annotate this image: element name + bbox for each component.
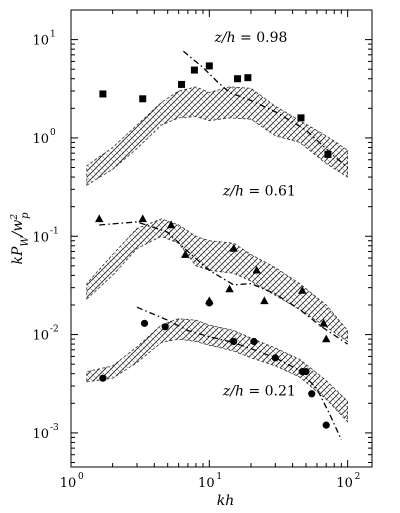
square-point-1 bbox=[99, 90, 107, 98]
band-1 bbox=[86, 86, 349, 187]
square-point-9 bbox=[324, 150, 332, 158]
y-tick-label-2: 10 bbox=[32, 230, 49, 245]
y-tick-exponent-1: 0 bbox=[50, 128, 56, 138]
x-axis: 10 0 10 1 10 2 bbox=[60, 10, 361, 491]
x-tick-exponent-2: 2 bbox=[355, 472, 361, 482]
square-point-4 bbox=[190, 66, 198, 74]
fit-line-1 bbox=[182, 50, 349, 168]
y-tick-exponent-3: -2 bbox=[50, 325, 59, 335]
circle-point-9 bbox=[302, 368, 310, 376]
square-point-8 bbox=[297, 114, 305, 122]
triangle-point-11 bbox=[319, 318, 328, 327]
triangle-point-9 bbox=[260, 296, 269, 305]
y-tick-label-3: 10 bbox=[32, 329, 49, 344]
band-3 bbox=[86, 318, 349, 423]
circle-point-1 bbox=[99, 374, 107, 382]
x-tick-exponent-1: 1 bbox=[216, 472, 222, 482]
circle-point-10 bbox=[308, 390, 316, 398]
triangle-point-3 bbox=[166, 220, 176, 229]
square-point-5 bbox=[205, 62, 213, 70]
shaded-bands bbox=[86, 86, 349, 423]
y-tick-label-0: 10 bbox=[32, 34, 49, 49]
triangle-point-10 bbox=[298, 286, 307, 294]
triangle-point-8 bbox=[252, 265, 261, 274]
annotation-3: z/h = 0.21 bbox=[222, 384, 296, 400]
fit-line-2 bbox=[99, 221, 348, 345]
circle-point-6 bbox=[250, 337, 258, 346]
annotation-1: z/h = 0.98 bbox=[213, 30, 287, 46]
plot-frame bbox=[70, 9, 373, 468]
triangle-point-7 bbox=[229, 244, 238, 252]
circle-point-2 bbox=[140, 319, 149, 327]
triangle-point-4 bbox=[181, 250, 190, 258]
x-tick-exponent-0: 0 bbox=[78, 472, 84, 482]
x-axis-title: kh bbox=[217, 493, 235, 509]
circle-point-11 bbox=[322, 421, 330, 429]
fit-line-3 bbox=[136, 306, 342, 441]
y-tick-exponent-2: -1 bbox=[50, 226, 59, 236]
x-tick-label-0: 10 bbox=[60, 476, 77, 491]
band-2 bbox=[86, 218, 349, 343]
square-point-3 bbox=[178, 80, 186, 88]
triangle-point-1 bbox=[95, 214, 104, 223]
circle-point-7 bbox=[271, 354, 279, 362]
circle-point-4 bbox=[205, 299, 213, 307]
y-tick-label-1: 10 bbox=[32, 132, 49, 147]
square-point-7 bbox=[244, 74, 252, 82]
y-axis-title: kPW/w2p bbox=[10, 212, 31, 265]
data-markers bbox=[95, 62, 332, 429]
triangle-point-6 bbox=[225, 284, 234, 293]
square-point-2 bbox=[139, 95, 147, 103]
circle-point-3 bbox=[161, 323, 169, 331]
y-tick-exponent-0: 1 bbox=[50, 30, 56, 40]
fit-lines bbox=[99, 50, 349, 441]
circle-point-5 bbox=[230, 337, 238, 346]
square-point-6 bbox=[234, 75, 242, 83]
annotations: z/h = 0.98 z/h = 0.61 z/h = 0.21 bbox=[213, 30, 295, 400]
y-tick-exponent-4: -3 bbox=[50, 423, 59, 433]
x-tick-label-2: 10 bbox=[336, 476, 353, 491]
triangle-point-2 bbox=[138, 214, 147, 223]
annotation-2: z/h = 0.61 bbox=[222, 183, 296, 199]
x-tick-label-1: 10 bbox=[198, 476, 215, 491]
y-tick-label-4: 10 bbox=[32, 427, 49, 442]
triangle-point-12 bbox=[322, 334, 331, 343]
